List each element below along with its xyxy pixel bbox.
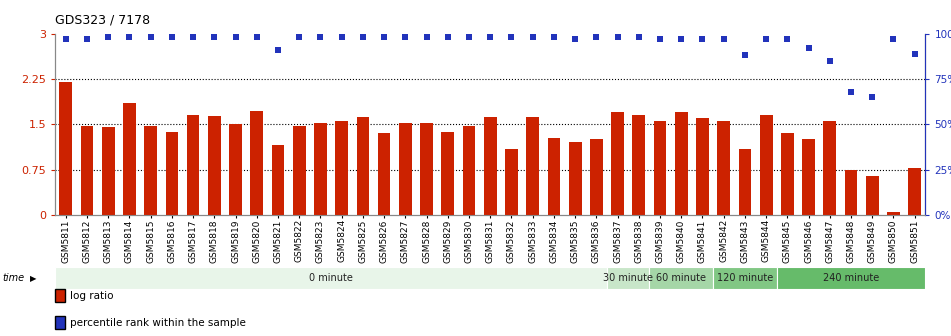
Point <box>143 35 158 40</box>
Bar <box>208 117 221 215</box>
Point <box>79 36 94 42</box>
Point <box>504 35 519 40</box>
Bar <box>293 126 305 215</box>
Bar <box>824 121 836 215</box>
Bar <box>357 117 369 215</box>
Point <box>907 51 922 56</box>
Point <box>568 36 583 42</box>
Bar <box>420 123 433 215</box>
Bar <box>632 115 645 215</box>
Point <box>292 35 307 40</box>
Bar <box>102 127 114 215</box>
Point <box>228 35 243 40</box>
Bar <box>123 103 136 215</box>
Bar <box>484 117 496 215</box>
Bar <box>55 267 607 289</box>
Bar <box>59 82 72 215</box>
Point <box>716 36 731 42</box>
Point <box>695 36 710 42</box>
Bar <box>611 112 624 215</box>
Point <box>631 35 647 40</box>
Bar <box>314 123 327 215</box>
Point <box>419 35 435 40</box>
Bar <box>250 111 263 215</box>
Bar <box>441 132 455 215</box>
Point <box>101 35 116 40</box>
Bar <box>713 267 777 289</box>
Bar <box>866 176 879 215</box>
Point <box>334 35 349 40</box>
Bar <box>186 115 200 215</box>
Point <box>780 36 795 42</box>
Bar <box>548 138 560 215</box>
Point <box>356 35 371 40</box>
Text: log ratio: log ratio <box>70 291 114 301</box>
Bar <box>653 121 667 215</box>
Bar <box>590 139 603 215</box>
Point <box>737 53 752 58</box>
Point <box>864 94 880 100</box>
Bar <box>717 121 730 215</box>
Bar <box>526 117 539 215</box>
Bar <box>378 133 391 215</box>
Bar <box>675 112 688 215</box>
Point <box>886 36 902 42</box>
Bar <box>887 212 900 215</box>
Bar <box>760 115 772 215</box>
Point <box>652 36 668 42</box>
Point <box>313 35 328 40</box>
Bar <box>607 267 650 289</box>
Bar <box>229 124 242 215</box>
Bar <box>781 133 794 215</box>
Point <box>525 35 540 40</box>
Bar <box>336 121 348 215</box>
Point <box>249 35 264 40</box>
Text: GDS323 / 7178: GDS323 / 7178 <box>55 13 150 27</box>
Bar <box>462 126 476 215</box>
Bar <box>81 126 93 215</box>
Bar <box>908 168 922 215</box>
Point <box>844 89 859 94</box>
Point <box>546 35 561 40</box>
Point <box>482 35 498 40</box>
Bar <box>844 170 858 215</box>
Point <box>823 58 838 64</box>
Text: percentile rank within the sample: percentile rank within the sample <box>70 318 246 328</box>
Text: 30 minute: 30 minute <box>603 273 653 283</box>
Bar <box>696 118 708 215</box>
Bar <box>399 123 412 215</box>
Point <box>461 35 476 40</box>
Point <box>377 35 392 40</box>
Text: time: time <box>2 273 24 283</box>
Point <box>398 35 413 40</box>
Point <box>610 35 625 40</box>
Bar <box>569 142 581 215</box>
Point <box>165 35 180 40</box>
Bar <box>803 139 815 215</box>
Point <box>270 47 285 53</box>
Bar <box>739 149 751 215</box>
Point <box>440 35 456 40</box>
Point <box>801 45 816 51</box>
Point <box>58 36 73 42</box>
Bar <box>650 267 713 289</box>
Bar <box>165 132 178 215</box>
Point <box>206 35 222 40</box>
Bar <box>145 126 157 215</box>
Point <box>122 35 137 40</box>
Text: 0 minute: 0 minute <box>309 273 353 283</box>
Text: 120 minute: 120 minute <box>717 273 773 283</box>
Point <box>185 35 201 40</box>
Text: 60 minute: 60 minute <box>656 273 707 283</box>
Bar <box>505 149 518 215</box>
Point <box>759 36 774 42</box>
Text: ▶: ▶ <box>30 274 37 283</box>
Point <box>589 35 604 40</box>
Point <box>673 36 689 42</box>
Text: 240 minute: 240 minute <box>823 273 879 283</box>
Bar <box>777 267 925 289</box>
Bar <box>272 145 284 215</box>
